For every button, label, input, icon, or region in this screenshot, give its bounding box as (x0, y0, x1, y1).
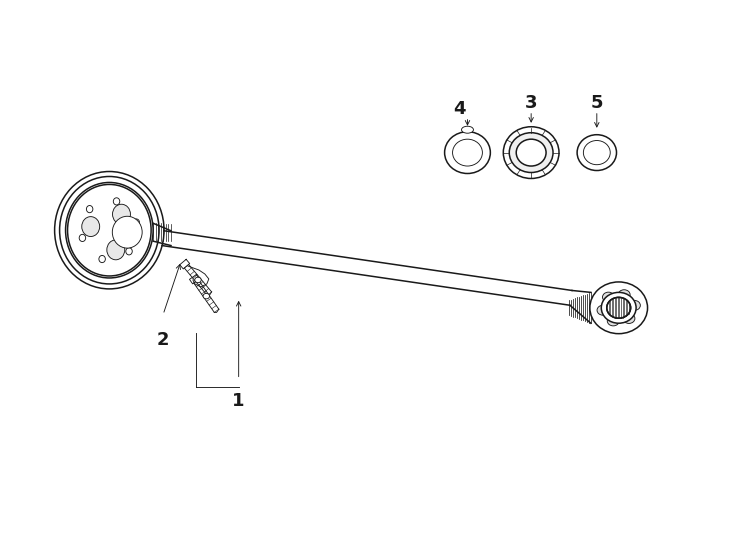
Ellipse shape (590, 282, 647, 334)
Ellipse shape (504, 127, 559, 179)
Ellipse shape (509, 133, 553, 172)
Ellipse shape (107, 240, 125, 260)
Ellipse shape (87, 206, 93, 213)
Text: 1: 1 (233, 393, 245, 410)
Ellipse shape (577, 134, 617, 171)
Ellipse shape (603, 292, 614, 302)
Ellipse shape (607, 316, 619, 326)
Ellipse shape (453, 139, 482, 166)
Ellipse shape (445, 132, 490, 173)
Ellipse shape (618, 290, 630, 300)
Ellipse shape (584, 140, 610, 165)
Ellipse shape (68, 185, 151, 276)
Ellipse shape (462, 126, 473, 133)
Ellipse shape (133, 219, 139, 226)
Text: 2: 2 (157, 330, 170, 349)
Ellipse shape (113, 198, 120, 205)
Ellipse shape (112, 204, 131, 224)
Ellipse shape (81, 217, 100, 237)
Ellipse shape (79, 234, 86, 241)
Ellipse shape (126, 248, 132, 255)
Ellipse shape (203, 293, 209, 299)
Ellipse shape (195, 277, 201, 282)
Ellipse shape (516, 139, 546, 166)
Ellipse shape (607, 298, 631, 318)
Ellipse shape (601, 292, 636, 323)
Text: 5: 5 (591, 94, 603, 112)
Ellipse shape (628, 300, 640, 310)
Text: 3: 3 (525, 94, 537, 112)
Ellipse shape (597, 305, 609, 315)
Ellipse shape (623, 314, 635, 323)
Text: 4: 4 (454, 100, 466, 118)
Ellipse shape (112, 217, 142, 248)
Ellipse shape (99, 255, 106, 262)
